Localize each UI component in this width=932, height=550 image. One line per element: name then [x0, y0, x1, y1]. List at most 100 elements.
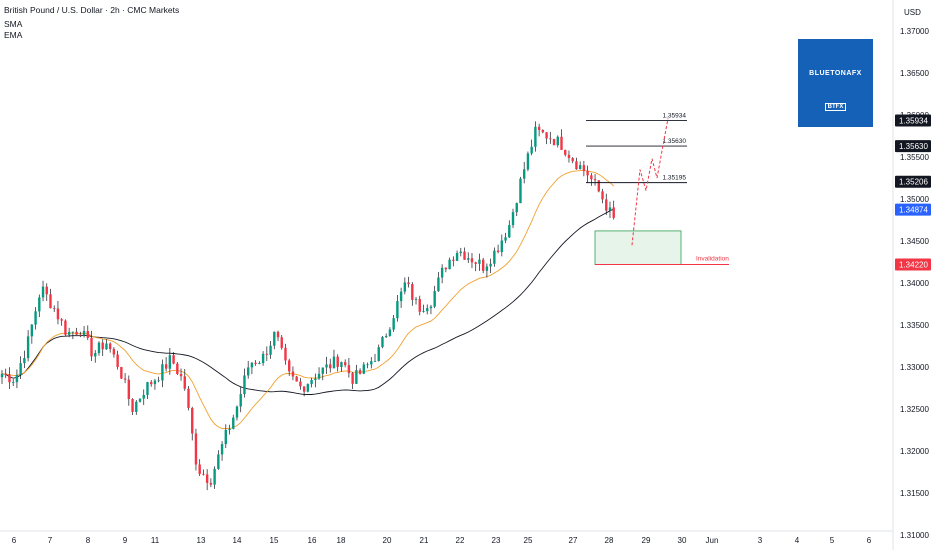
candle [205, 469, 209, 491]
candle-body [94, 353, 97, 357]
price-tick-label: 1.34500 [900, 237, 929, 246]
candle [545, 132, 548, 145]
candle-body [168, 355, 172, 369]
candle [75, 327, 78, 335]
candle-body [310, 380, 313, 385]
candle [332, 349, 336, 369]
price-label-black: 1.35206 [895, 175, 931, 188]
candle [403, 277, 407, 295]
ema-indicator-label[interactable]: EMA [4, 30, 23, 40]
price-tick-label: 1.31000 [900, 531, 929, 540]
candle-body [530, 146, 533, 154]
candle [511, 208, 515, 228]
currency-label[interactable]: USD [904, 8, 921, 17]
time-tick-label: 6 [867, 536, 872, 545]
candle-body [38, 297, 41, 312]
price-axis[interactable]: 1.31000 1.31500 1.32000 1.32500 1.33000 1.335… [892, 0, 931, 550]
candle [299, 377, 302, 390]
time-tick-label: 23 [492, 536, 501, 545]
candle-body [384, 335, 388, 338]
candle-body [179, 373, 183, 377]
time-tick-label: 21 [420, 536, 429, 545]
candle-body [198, 464, 201, 474]
candle-body [541, 130, 545, 133]
candle [336, 354, 339, 372]
candle [362, 362, 366, 375]
candle-body [280, 337, 283, 348]
candle-body [373, 360, 377, 362]
candle [246, 360, 250, 379]
candle [116, 350, 119, 370]
candle-body [392, 318, 395, 330]
ema-line [1, 170, 615, 430]
sma-indicator-label[interactable]: SMA [4, 19, 23, 29]
candle-body [176, 363, 179, 374]
candle [34, 307, 37, 330]
candle-body [351, 373, 354, 384]
candle-body [493, 250, 496, 264]
candle [411, 282, 414, 306]
candle-body [459, 251, 462, 253]
candle-body [325, 364, 328, 368]
time-tick-label: 7 [48, 536, 53, 545]
candle-body [463, 251, 466, 260]
candle-body [355, 370, 358, 384]
candle-body [433, 291, 436, 307]
candle-body [79, 334, 82, 336]
price-label-text: 1.35630 [899, 142, 928, 151]
time-tick-label: 20 [383, 536, 392, 545]
time-axis[interactable]: 6 7 8 9 11 13 14 15 16 18 20 21 22 23 25 27 28 29 30 Jun 3 4 5… [0, 530, 893, 545]
candle-body [205, 474, 209, 483]
time-tick-label: 8 [86, 536, 91, 545]
candle [549, 131, 552, 144]
candle [194, 428, 198, 471]
candle [60, 318, 63, 326]
candle [150, 379, 153, 387]
candle-body [329, 364, 332, 369]
candle [567, 150, 571, 163]
candle-body [101, 342, 104, 350]
candle [258, 361, 261, 365]
candle-body [265, 353, 269, 355]
candle-body [481, 259, 485, 271]
candle [414, 297, 418, 305]
candle [478, 253, 481, 271]
candle-body [489, 263, 492, 267]
candle [187, 386, 190, 411]
candle-body [377, 347, 380, 361]
candle [8, 367, 11, 389]
candle [280, 334, 283, 350]
candle [30, 324, 34, 344]
candle [153, 378, 157, 390]
time-tick-label: 25 [524, 536, 533, 545]
candle [388, 327, 392, 337]
candle-body [254, 362, 257, 364]
candle [433, 285, 436, 309]
candle-body [232, 417, 235, 429]
candle [288, 358, 291, 376]
candle [407, 276, 410, 288]
candle-body [605, 199, 608, 211]
candle [612, 200, 615, 220]
candle-body [220, 444, 224, 455]
candle-body [366, 364, 369, 366]
plot-area[interactable]: Invalidation 1.35934 1.35630 1.35195 [0, 113, 729, 491]
candle-body [131, 398, 134, 412]
candle-body [586, 170, 589, 176]
candle [377, 344, 380, 362]
candle [135, 400, 138, 415]
candle [526, 151, 530, 172]
price-label-text: 1.34220 [899, 261, 928, 270]
candle [571, 157, 574, 164]
candle-body [82, 330, 86, 336]
candle-body [258, 363, 261, 364]
time-tick-label: 27 [569, 536, 578, 545]
candle [26, 330, 30, 362]
candle-body [105, 343, 108, 350]
candle-body [612, 207, 615, 218]
price-label-box [895, 203, 931, 216]
candle-body [164, 364, 168, 369]
candle [564, 149, 567, 157]
candle [329, 358, 332, 373]
